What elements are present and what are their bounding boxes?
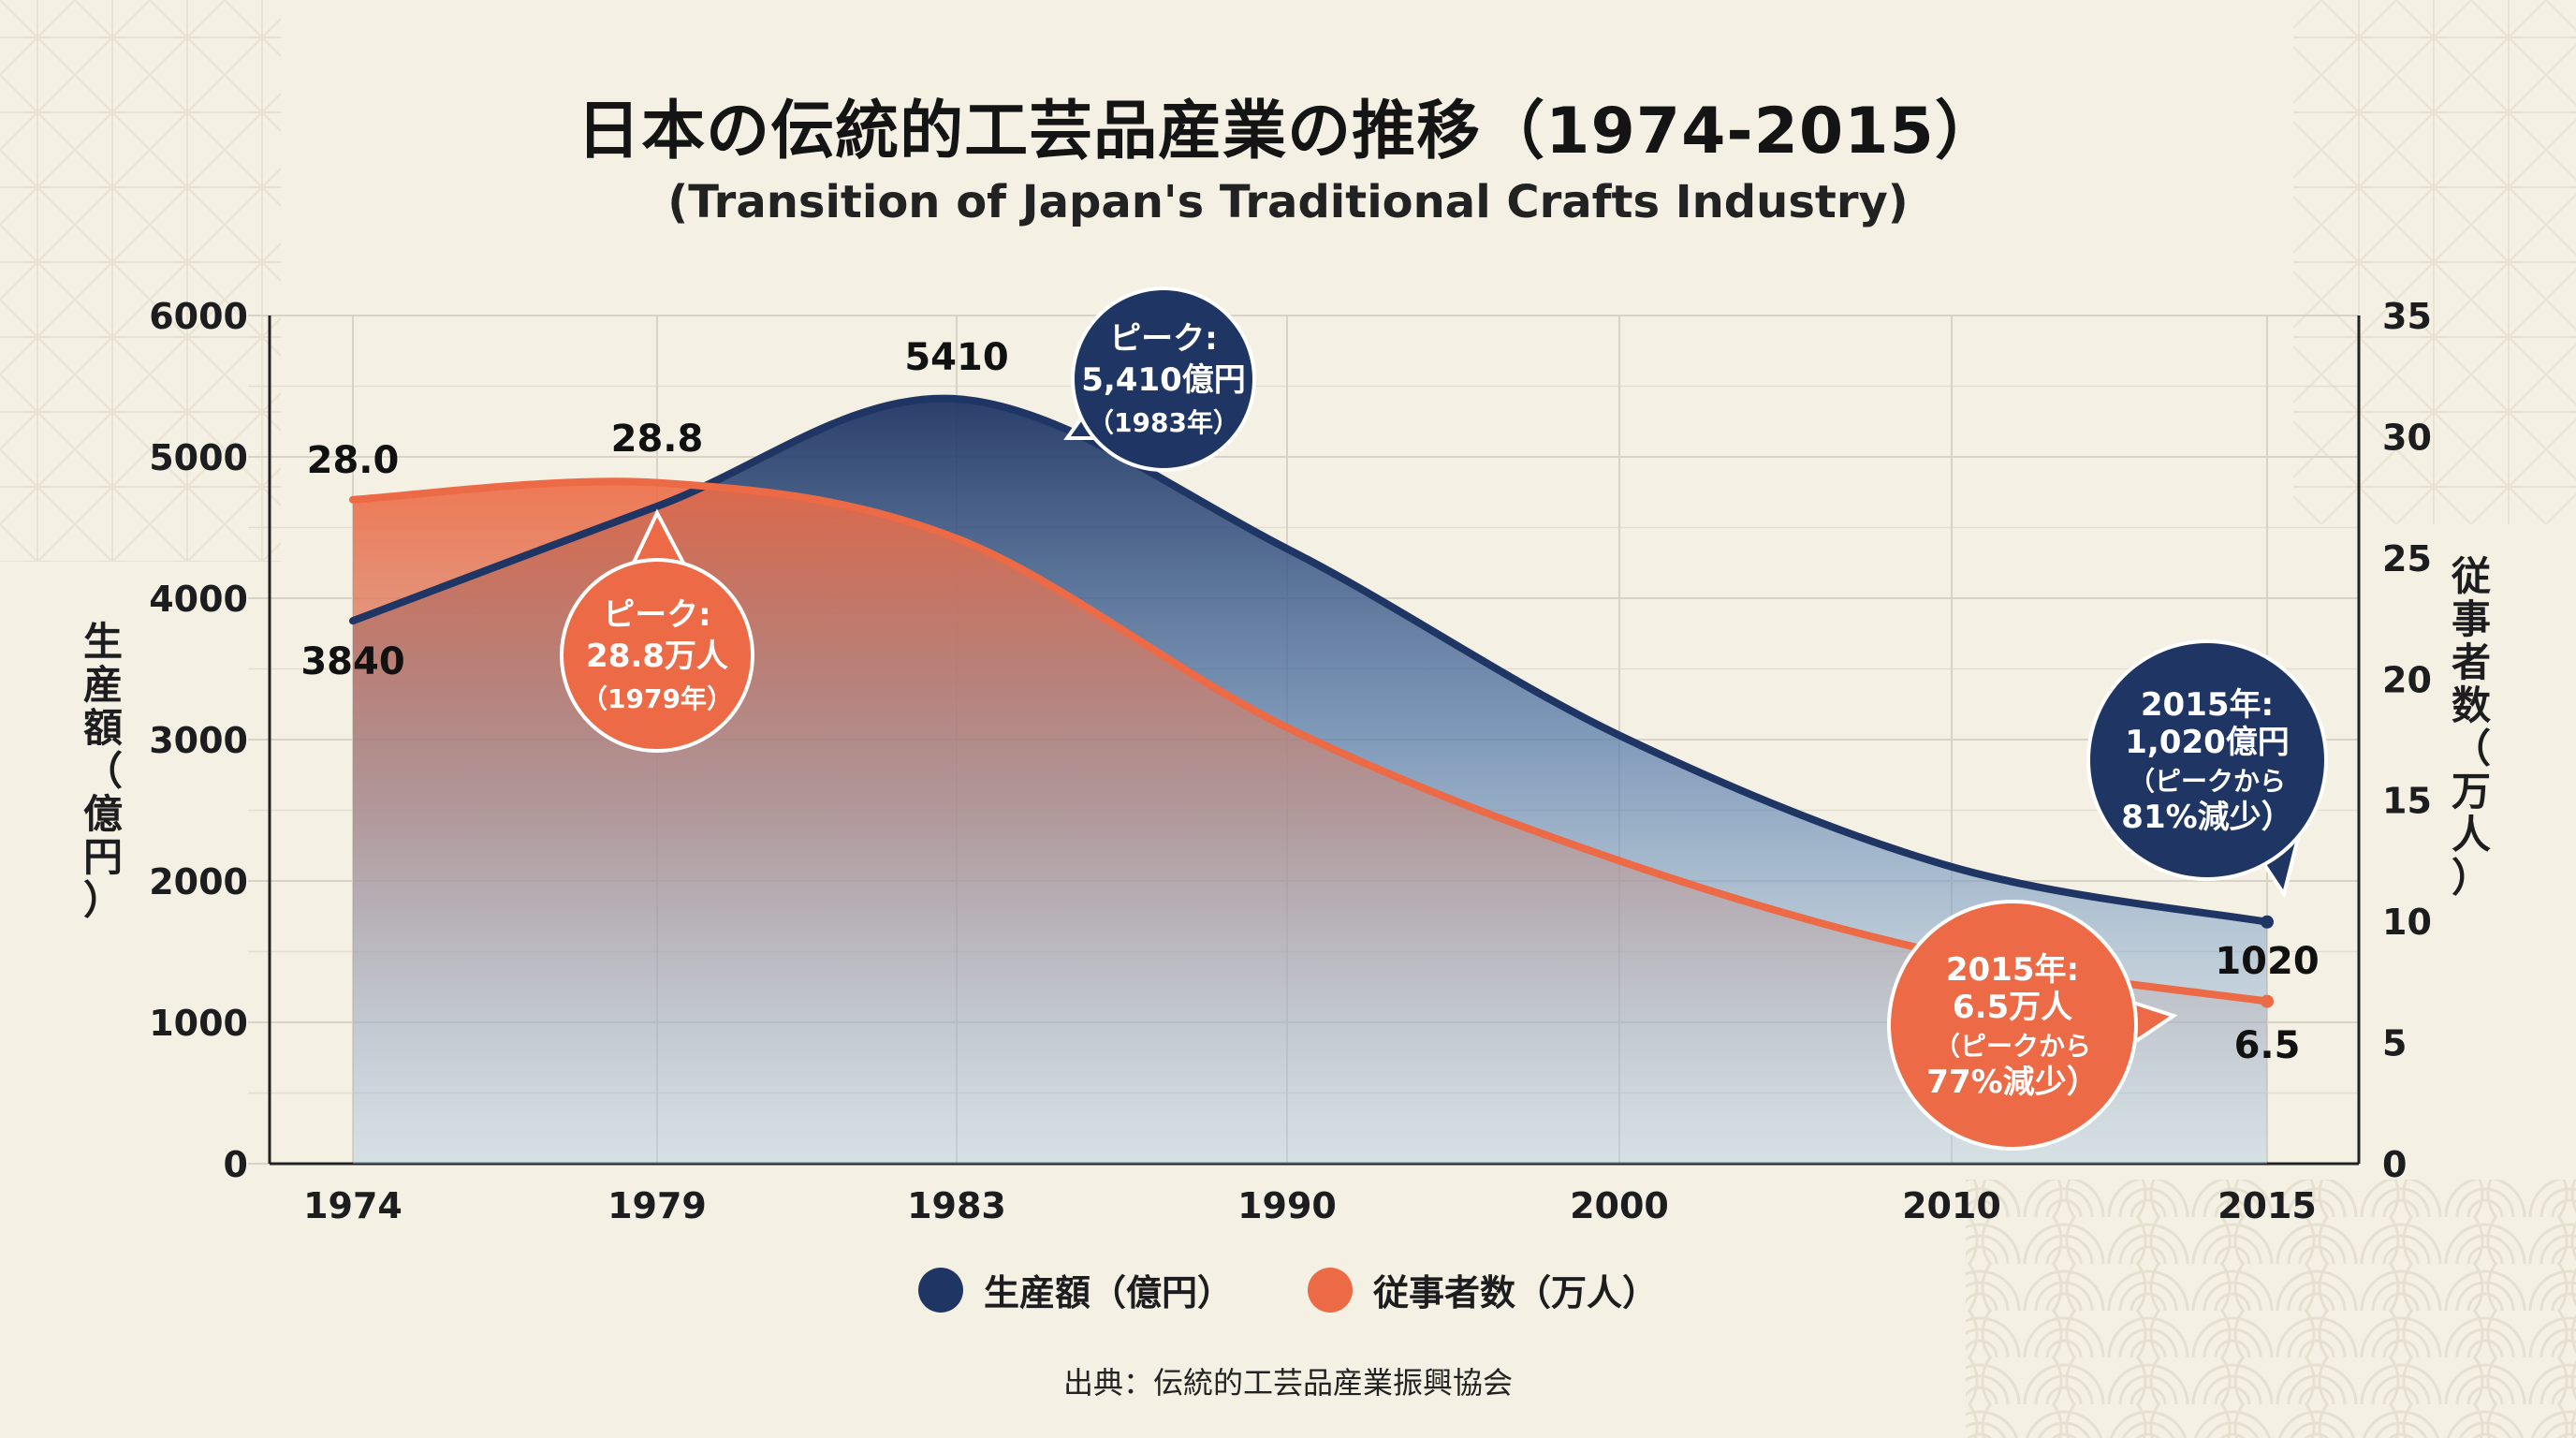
right-tick-label: 35: [2382, 296, 2432, 337]
callout-text: 2015年:: [1946, 951, 2079, 989]
production-line: [349, 394, 2271, 926]
callout-bubble: [1075, 290, 1252, 468]
left-tick-label: 6000: [149, 296, 248, 337]
left-axis-title: 産: [83, 662, 123, 708]
right-tick-label: 0: [2382, 1144, 2407, 1185]
chart-title: 日本の伝統的工芸品産業の推移（1974-2015）: [577, 95, 1999, 169]
legend-label-production: 生産額（億円）: [983, 1272, 1233, 1313]
production-end-point: [2261, 915, 2274, 929]
callout-text: 81%減少）: [2121, 799, 2292, 836]
workers-data-label: 28.8: [611, 418, 704, 461]
right-tick-label: 10: [2382, 902, 2432, 943]
callout-text: （ピークから: [1934, 1031, 2091, 1062]
callout-text: （1979年）: [581, 683, 733, 714]
callout-text: 28.8万人: [586, 638, 728, 675]
callout-text: （1983年）: [1088, 407, 1239, 438]
legend: 生産額（億円） 従事者数（万人）: [0, 1264, 2576, 1315]
callout-text: 5,410億円: [1081, 361, 1246, 399]
right-axis-title: 万: [2452, 769, 2491, 814]
x-tick-label: 2000: [1570, 1185, 1669, 1226]
right-axis-title: 人: [2452, 812, 2491, 858]
left-tick-label: 5000: [149, 437, 248, 478]
workers-data-label: 28.0: [307, 439, 400, 482]
production-data-label: 1020: [2215, 940, 2319, 983]
x-tick-label: 1990: [1237, 1185, 1337, 1226]
right-tick-label: 15: [2382, 781, 2432, 822]
left-tick-label: 2000: [149, 861, 248, 902]
callout-text: 2015年:: [2141, 686, 2274, 724]
x-tick-label: 1974: [303, 1185, 402, 1226]
right-tick-label: 5: [2382, 1023, 2407, 1064]
workers-end-point: [2261, 994, 2274, 1008]
callout-text: ピーク:: [603, 596, 711, 634]
chart-subtitle: (Transition of Japan's Traditional Craft…: [667, 176, 1909, 228]
callout-bubble: [564, 562, 751, 749]
callout-text: 1,020億円: [2125, 724, 2290, 761]
x-tick-label: 1979: [607, 1185, 707, 1226]
right-tick-label: 25: [2382, 538, 2432, 580]
right-axis-title: 数: [2452, 682, 2491, 728]
left-tick-label: 4000: [149, 579, 248, 620]
right-axis-title: 事: [2452, 596, 2491, 642]
right-tick-label: 20: [2382, 659, 2432, 700]
workers-data-label: 6.5: [2234, 1024, 2301, 1067]
left-axis-title: （: [83, 748, 123, 794]
left-axis-title: 生: [83, 619, 123, 665]
callout-bubble: [1891, 903, 2134, 1147]
callout-text: ピーク:: [1109, 320, 1218, 358]
right-axis-title: ）: [2452, 855, 2491, 901]
callout-text: 6.5万人: [1953, 989, 2072, 1026]
workers-area: [353, 481, 2267, 1164]
left-axis-title: 円: [83, 834, 123, 880]
legend-label-workers: 従事者数（万人）: [1373, 1272, 1659, 1313]
callout-text: （ピークから: [2129, 766, 2286, 797]
legend-dot-navy-icon: [917, 1267, 963, 1313]
left-tick-label: 3000: [149, 720, 248, 761]
source-note: 出典：伝統的工芸品産業振興協会: [1062, 1365, 1513, 1401]
x-tick-label: 2010: [1902, 1185, 2001, 1226]
callout-text: 77%減少）: [1926, 1064, 2098, 1101]
x-tick-label: 2015: [2217, 1185, 2317, 1226]
legend-item-workers: 従事者数（万人）: [1308, 1264, 1658, 1315]
left-axis-title: ）: [83, 877, 123, 923]
right-axis-title: 者: [2452, 639, 2491, 685]
legend-item-production: 生産額（億円）: [917, 1264, 1233, 1315]
right-axis-title: （: [2452, 726, 2491, 771]
left-tick-label: 1000: [149, 1003, 248, 1044]
production-data-label: 3840: [300, 640, 404, 683]
right-axis-title: 従: [2451, 553, 2491, 599]
x-tick-label: 1983: [907, 1185, 1006, 1226]
production-data-label: 5410: [904, 336, 1008, 379]
right-tick-label: 30: [2382, 417, 2432, 458]
left-axis-title: 億: [83, 791, 123, 837]
legend-dot-orange-icon: [1308, 1267, 1353, 1313]
callout-bubble: [2090, 643, 2324, 877]
left-tick-label: 0: [224, 1144, 248, 1185]
left-axis-title: 額: [83, 705, 123, 751]
